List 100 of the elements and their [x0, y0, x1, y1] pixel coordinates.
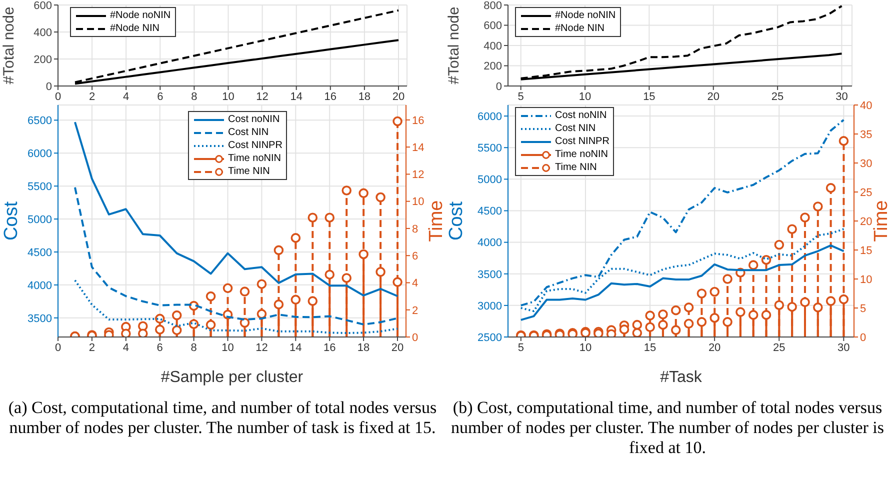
- y-axis-title: Cost: [446, 200, 467, 241]
- y2-tick-label: 15: [860, 244, 872, 257]
- x-tick-label: 25: [772, 342, 786, 354]
- y-tick-label: 0: [496, 80, 502, 93]
- x-tick-label: 18: [358, 90, 371, 103]
- x-tick-label: 20: [392, 90, 405, 103]
- y-tick-label: 600: [484, 20, 502, 32]
- legend-label: Time noNIN: [555, 149, 608, 160]
- x-tick-label: 25: [771, 90, 784, 103]
- y2-tick-label: 4: [412, 278, 418, 290]
- y-tick-label: 4000: [478, 237, 502, 250]
- y-tick-label: 400: [34, 26, 52, 39]
- y-tick-label: 400: [484, 40, 502, 52]
- legend-label: Time NIN: [228, 166, 270, 177]
- y-tick-label: 4500: [478, 206, 502, 218]
- y2-tick-label: 20: [860, 216, 872, 228]
- legend-label: Cost NINPR: [228, 140, 282, 151]
- x-tick-label: 10: [578, 90, 592, 103]
- y2-tick-label: 14: [412, 142, 424, 154]
- legend-label: #Node NIN: [555, 23, 604, 34]
- legend-label: Time NIN: [555, 162, 597, 173]
- x-tick-label: 6: [157, 90, 164, 103]
- y-tick-label: 3500: [28, 312, 52, 325]
- x-tick-label: 4: [123, 90, 130, 103]
- legend-label: Cost NIN: [555, 123, 596, 134]
- x-tick-label: 0: [54, 90, 62, 103]
- x-tick-label: 14: [290, 90, 302, 103]
- y2-tick-label: 35: [860, 128, 872, 141]
- x-tick-label: 5: [518, 90, 524, 103]
- y-tick-label: 5500: [28, 180, 52, 193]
- y-tick-label: 6000: [28, 148, 52, 160]
- legend-label: #Node NIN: [110, 23, 160, 34]
- x-tick-label: 20: [391, 342, 404, 354]
- x-tick-label: 10: [222, 342, 234, 354]
- y2-axis-title: Time: [870, 200, 891, 242]
- y-tick-label: 600: [34, 0, 52, 12]
- y2-tick-label: 40: [860, 100, 872, 112]
- x-tick-label: 16: [324, 90, 337, 103]
- x-tick-label: 4: [122, 342, 129, 354]
- y-tick-label: 2500: [478, 332, 502, 344]
- x-tick-label: 0: [54, 342, 62, 354]
- x-tick-label: 15: [644, 342, 656, 354]
- y2-tick-label: 8: [412, 223, 418, 236]
- x-tick-label: 5: [518, 342, 524, 354]
- y-tick-label: 0: [46, 80, 52, 93]
- y2-tick-label: 12: [412, 169, 424, 182]
- text: (b) Cost, computational time, and number of total nodes versus number of nodes per cluster. The number of nodes per cluster is fixed at 10.: [450, 397, 886, 458]
- y-tick-label: 6500: [28, 115, 52, 128]
- x-tick-label: 12: [256, 90, 268, 103]
- x-tick-label: 14: [290, 342, 302, 354]
- legend-label: #Node noNIN: [555, 10, 616, 21]
- y-tick-label: 5000: [478, 174, 502, 186]
- x-tick-label: 18: [357, 342, 370, 354]
- x-tick-label: 8: [190, 342, 197, 354]
- y2-axis-title: Time: [426, 200, 447, 242]
- legend-label: Cost NINPR: [555, 136, 610, 147]
- text: (a) Cost, computational time, and number of total nodes versus number of nodes per cluster. The number of task is fixed at 15.: [7, 397, 438, 438]
- x-tick-label: 6: [156, 342, 163, 354]
- x-tick-label: 30: [836, 90, 848, 103]
- y2-tick-label: 25: [860, 186, 872, 199]
- y-tick-label: 800: [484, 0, 502, 12]
- legend-label: #Node noNIN: [110, 10, 171, 21]
- x-tick-label: 16: [323, 342, 336, 354]
- legend-label: Time noNIN: [228, 153, 281, 164]
- x-tick-label: 15: [643, 90, 656, 103]
- y-tick-label: 200: [34, 54, 52, 66]
- y2-tick-label: 5: [860, 302, 866, 315]
- x-tick-label: 12: [256, 342, 268, 354]
- y-tick-label: 5500: [478, 142, 502, 155]
- y-tick-label: 3000: [478, 300, 502, 312]
- y2-tick-label: 16: [412, 114, 424, 127]
- x-tick-label: 2: [88, 342, 96, 354]
- y2-tick-label: 10: [412, 196, 424, 208]
- y-tick-label: 200: [484, 60, 502, 73]
- y2-tick-label: 2: [412, 304, 418, 317]
- y-tick-label: 6000: [478, 110, 502, 123]
- x-axis-title: #Sample per cluster: [160, 369, 304, 386]
- legend-label: Cost noNIN: [555, 110, 607, 121]
- x-tick-label: 30: [838, 342, 850, 354]
- legend-label: Cost noNIN: [228, 114, 280, 125]
- y2-tick-label: 0: [412, 332, 418, 344]
- y-axis-title: #Total node: [0, 6, 18, 84]
- x-tick-label: 20: [708, 342, 721, 354]
- x-axis-title: #Task: [660, 369, 703, 386]
- y-axis-title: #Total node: [446, 6, 462, 84]
- y-tick-label: 5000: [28, 214, 52, 226]
- x-tick-label: 20: [707, 90, 720, 103]
- x-tick-label: 10: [222, 90, 234, 103]
- y-tick-label: 4500: [28, 246, 52, 259]
- x-tick-label: 10: [579, 342, 592, 354]
- legend-label: Cost NIN: [228, 127, 269, 138]
- y-axis-title: Cost: [0, 200, 22, 241]
- x-tick-label: 2: [88, 90, 96, 103]
- y-tick-label: 4000: [28, 280, 52, 292]
- y2-tick-label: 30: [860, 158, 872, 170]
- x-tick-label: 8: [191, 90, 198, 103]
- y2-tick-label: 10: [860, 274, 872, 286]
- y-tick-label: 3500: [478, 268, 502, 281]
- y2-tick-label: 0: [860, 332, 866, 344]
- y2-tick-label: 6: [412, 250, 418, 262]
